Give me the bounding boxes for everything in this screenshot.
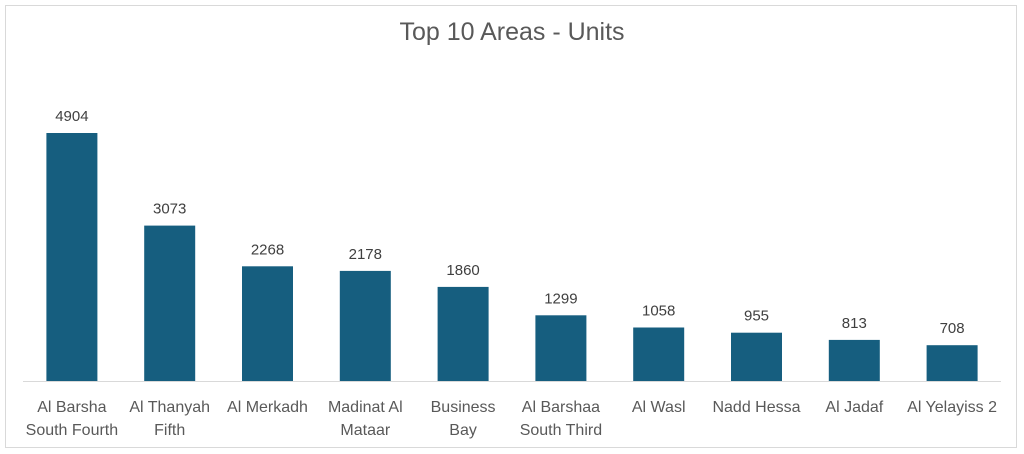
bar-9 [926, 345, 978, 381]
x-tick-label-3-1: Mataar [340, 422, 390, 439]
chart-title: Top 10 Areas - Units [399, 18, 625, 46]
x-tick-label-1-1: Fifth [154, 422, 185, 439]
x-tick-label-7-0: Nadd Hessa [712, 399, 800, 416]
x-tick-label-2-0: Al Merkadh [227, 399, 308, 416]
data-label-8: 813 [842, 315, 867, 332]
x-tick-label-0-1: South Fourth [26, 422, 119, 439]
data-label-0: 4904 [55, 108, 88, 125]
bar-8 [828, 339, 880, 381]
data-label-4: 1860 [446, 262, 479, 279]
data-label-5: 1299 [544, 290, 577, 307]
x-tick-label-5-0: Al Barshaa [522, 399, 600, 416]
bar-6 [633, 327, 685, 381]
data-label-1: 3073 [153, 201, 186, 218]
x-tick-label-3-0: Madinat Al [328, 399, 403, 416]
x-tick-label-4-0: Business [431, 399, 496, 416]
x-tick-label-4-1: Bay [449, 422, 477, 439]
bar-2 [242, 266, 293, 381]
bar-1 [144, 225, 196, 381]
bar-0 [46, 133, 98, 381]
x-tick-label-6-0: Al Wasl [632, 399, 686, 416]
x-tick-label-9-0: Al Yelayiss 2 [907, 399, 997, 416]
x-tick-label-1-0: Al Thanyah [129, 399, 210, 416]
data-label-9: 708 [940, 320, 965, 337]
data-label-6: 1058 [642, 303, 675, 320]
bar-4 [437, 286, 489, 381]
data-label-7: 955 [744, 308, 769, 325]
data-label-3: 2178 [349, 246, 382, 263]
x-tick-label-8-0: Al Jadaf [825, 399, 883, 416]
bar-3 [339, 270, 391, 381]
bar-5 [535, 315, 587, 381]
x-tick-label-5-1: South Third [520, 422, 602, 439]
data-label-2: 2268 [251, 241, 284, 258]
x-tick-label-0-0: Al Barsha [37, 399, 106, 416]
bar-7 [731, 332, 782, 381]
